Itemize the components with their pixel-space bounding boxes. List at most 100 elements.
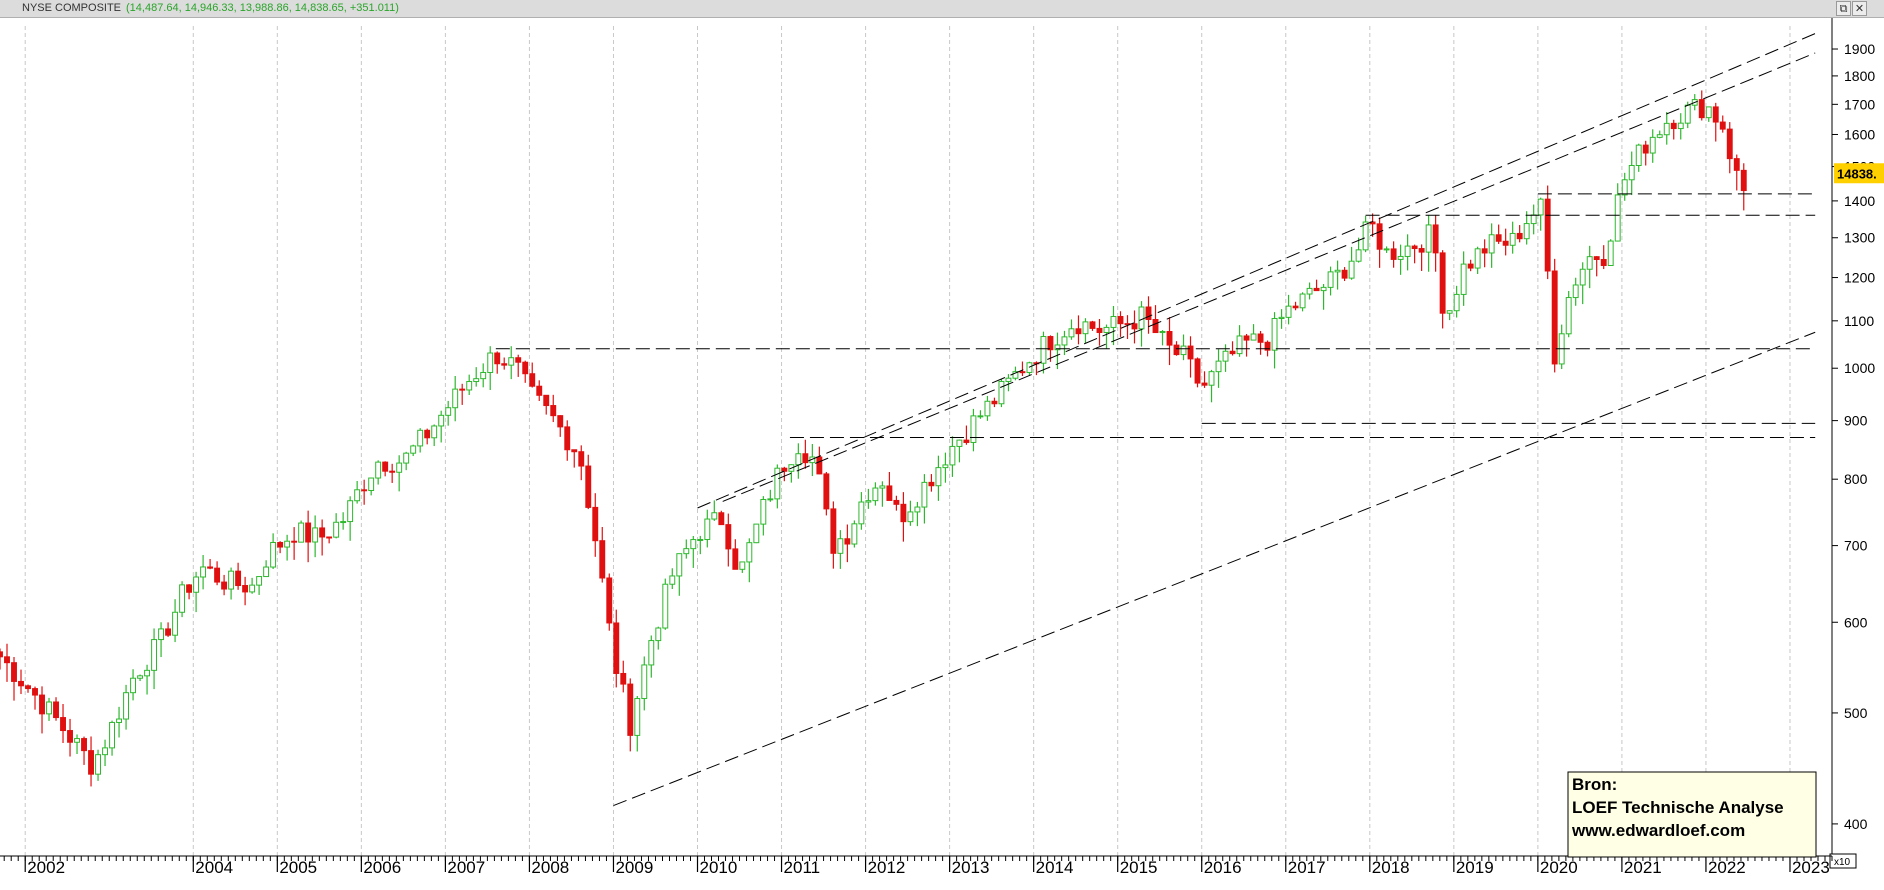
candle-up (760, 498, 767, 525)
x-tick-label-2006: 2006 (363, 858, 401, 877)
candle-up (753, 523, 760, 544)
candle-down (1600, 258, 1607, 267)
candle-down (291, 540, 298, 543)
candle-up (648, 640, 655, 666)
candle-down (1117, 316, 1124, 325)
candle-down (32, 688, 38, 696)
candle-down (732, 548, 739, 570)
candle-down (11, 662, 17, 682)
candle-down (543, 394, 550, 407)
x-tick-label-2018: 2018 (1372, 858, 1410, 877)
candle-up (1250, 333, 1257, 341)
candle-down (991, 400, 998, 405)
candle-up (956, 439, 963, 447)
candle-up (1684, 104, 1691, 124)
candle-up (74, 738, 80, 743)
candle-down (592, 506, 599, 542)
candle-up (634, 698, 641, 736)
candle-down (886, 485, 893, 501)
candle-up (137, 675, 144, 679)
x-tick-label-2007: 2007 (447, 858, 485, 877)
y-tick-label-1100: 1100 (1844, 313, 1874, 329)
candle-up (1565, 297, 1572, 335)
candle-down (1593, 256, 1600, 260)
close-icon[interactable]: ✕ (1852, 1, 1867, 16)
candle-down (1390, 248, 1397, 260)
x-tick-label-2015: 2015 (1120, 858, 1158, 877)
candle-up (851, 523, 858, 545)
candle-down (165, 628, 172, 636)
candle-down (25, 685, 31, 690)
candle-up (914, 506, 921, 513)
candle-up (508, 357, 515, 366)
candle-down (963, 439, 970, 443)
candle-up (487, 352, 494, 373)
candle-down (1194, 358, 1201, 384)
restore-icon[interactable]: ⧉ (1836, 1, 1851, 16)
candle-down (522, 361, 529, 375)
candle-down (1187, 345, 1194, 360)
candle-down (1712, 106, 1719, 123)
candle-up (95, 754, 101, 775)
y-tick-label-500: 500 (1844, 705, 1868, 721)
candle-up (1530, 214, 1537, 225)
candle-down (277, 541, 284, 548)
candle-layer (0, 90, 1747, 787)
y-tick-label-700: 700 (1844, 538, 1868, 554)
candle-down (1502, 240, 1509, 246)
candle-up (375, 461, 382, 479)
candle-up (1705, 106, 1712, 119)
candle-up (452, 388, 459, 409)
candle-down (1467, 263, 1474, 269)
candle-down (718, 512, 725, 526)
annotation-box (1567, 771, 1817, 858)
candle-down (501, 363, 508, 366)
candle-up (263, 566, 270, 578)
candle-up (368, 477, 375, 491)
candle-down (1089, 321, 1096, 329)
candle-up (1383, 248, 1390, 251)
candle-up (172, 611, 179, 636)
candle-down (1166, 331, 1173, 346)
candle-down (515, 357, 522, 363)
candle-up (1460, 263, 1467, 295)
candle-down (599, 540, 606, 579)
candle-down (81, 738, 87, 752)
candle-down (1264, 341, 1271, 351)
candle-down (1698, 99, 1705, 119)
candle-down (1145, 306, 1152, 321)
candle-down (613, 622, 620, 674)
candle-down (39, 694, 45, 715)
candle-down (564, 426, 571, 451)
candle-down (627, 683, 634, 736)
trendline-upper-channel-2 (722, 52, 1816, 502)
candle-down (781, 467, 788, 472)
candle-down (1551, 270, 1558, 365)
x-tick-label-2023: 2023 (1792, 858, 1830, 877)
candle-up (480, 371, 487, 380)
x-tick-label-2009: 2009 (615, 858, 653, 877)
candle-up (1635, 144, 1642, 167)
candle-up (872, 487, 879, 502)
candle-up (879, 485, 886, 489)
candle-down (1719, 121, 1726, 130)
candle-down (4, 656, 10, 664)
candle-up (641, 664, 648, 700)
x-tick-label-2011: 2011 (784, 858, 821, 877)
candle-up (438, 414, 445, 427)
y-tick-label-1000: 1000 (1844, 360, 1875, 376)
candle-down (928, 481, 935, 487)
y-tick-label-800: 800 (1844, 471, 1868, 487)
candle-down (1341, 269, 1348, 279)
candle-up (1110, 316, 1117, 328)
candle-down (1096, 327, 1103, 334)
candle-down (725, 524, 732, 550)
candle-up (795, 453, 802, 466)
candle-up (1180, 345, 1187, 356)
candle-up (193, 576, 200, 593)
candle-down (1544, 198, 1551, 272)
candle-down (830, 508, 837, 554)
candle-down (214, 567, 221, 583)
candle-down (1516, 232, 1523, 240)
candle-up (774, 467, 781, 500)
